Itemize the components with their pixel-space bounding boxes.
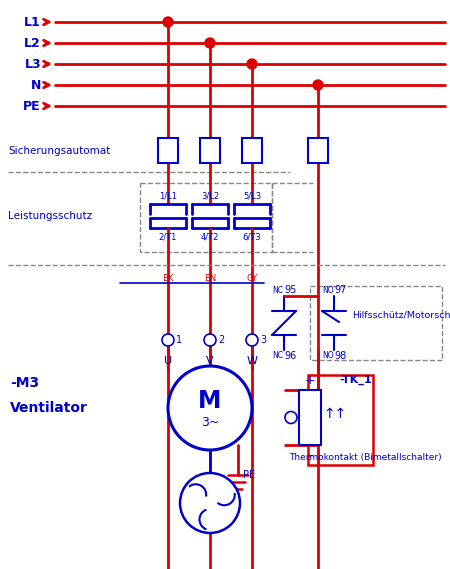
Text: GY: GY [247,274,257,282]
Circle shape [205,38,215,48]
Text: NC: NC [272,351,283,360]
Text: L3: L3 [24,57,41,71]
Text: BK: BK [162,274,174,282]
Bar [310,286,442,360]
Text: N: N [31,79,41,92]
Text: PE: PE [23,100,41,113]
Text: NO: NO [322,351,333,360]
Text: 1: 1 [176,335,182,345]
Text: 97: 97 [334,285,346,295]
Text: +: + [305,374,315,387]
Text: 4/T2: 4/T2 [201,232,219,241]
Text: BN: BN [204,274,216,282]
Text: 3: 3 [260,335,266,345]
Text: 3~: 3~ [201,415,219,428]
Bar [140,183,272,252]
Text: U: U [164,356,172,366]
Text: Ventilator: Ventilator [10,401,88,415]
Text: L2: L2 [24,36,41,50]
Text: 2: 2 [218,335,224,345]
Text: M: M [198,389,222,413]
Bar [158,138,178,163]
Text: V: V [206,356,214,366]
Circle shape [168,366,252,450]
Bar [200,138,220,163]
Text: 6/T3: 6/T3 [243,232,261,241]
Text: PE: PE [243,470,255,480]
Text: 98: 98 [334,351,346,361]
Bar [242,138,262,163]
Text: NC: NC [272,286,283,295]
Text: 95: 95 [284,285,297,295]
Circle shape [246,334,258,346]
Text: Thermokontakt (Bimetallschalter): Thermokontakt (Bimetallschalter) [289,453,441,462]
Bar [308,138,328,163]
Bar [308,375,373,465]
Text: -TK_1: -TK_1 [339,375,372,385]
Text: ↑↑: ↑↑ [323,406,346,420]
Circle shape [247,59,257,69]
Circle shape [162,334,174,346]
Text: 3/L2: 3/L2 [201,191,219,200]
Circle shape [285,411,297,423]
Circle shape [163,17,173,27]
Text: 96: 96 [284,351,296,361]
Text: Hilfsschütz/Motorschutzrelais: Hilfsschütz/Motorschutzrelais [352,311,450,320]
Text: -M3: -M3 [10,376,39,390]
Text: W: W [247,356,257,366]
Circle shape [313,80,323,90]
Circle shape [204,334,216,346]
Text: -: - [307,448,313,463]
Text: 1/L1: 1/L1 [159,191,177,200]
Bar [299,390,321,445]
Text: Leistungsschutz: Leistungsschutz [8,211,92,221]
Text: NO: NO [322,286,333,295]
Text: L1: L1 [24,15,41,28]
Text: 2/T1: 2/T1 [159,232,177,241]
Text: 5/L3: 5/L3 [243,191,261,200]
Text: Sicherungsautomat: Sicherungsautomat [8,146,110,155]
Circle shape [180,473,240,533]
